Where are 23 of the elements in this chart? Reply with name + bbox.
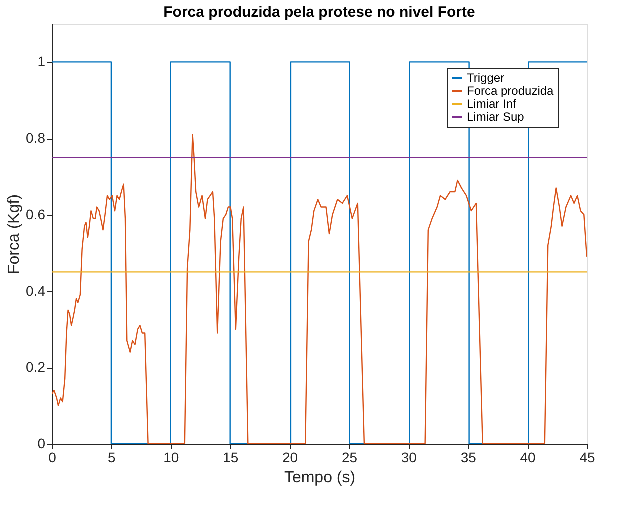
x-axis-title: Tempo (s) (284, 470, 356, 486)
x-tick-label: 35 (460, 450, 477, 466)
x-tick-label: 15 (223, 450, 239, 466)
legend-label: Limiar Inf (467, 97, 518, 111)
chart-title: Forca produzida pela protese no nivel Forte (164, 4, 476, 21)
y-tick-label: 0.6 (26, 206, 46, 222)
x-tick-label: 0 (48, 450, 57, 466)
y-tick-label: 0 (38, 436, 46, 452)
x-tick-label: 20 (282, 450, 298, 466)
x-tick-label: 40 (520, 450, 536, 466)
x-tick-label: 5 (108, 450, 116, 466)
x-tick-label: 45 (580, 450, 596, 466)
y-tick-label: 1 (38, 54, 46, 70)
y-tick-label: 0.2 (26, 359, 46, 376)
x-tick-label: 10 (164, 450, 180, 466)
y-tick-label: 0.4 (26, 282, 46, 299)
legend-label: Trigger (467, 71, 505, 85)
legend-label: Forca produzida (467, 84, 554, 98)
y-axis-title: Forca (Kgf) (6, 194, 24, 275)
x-tick-label: 30 (401, 450, 418, 466)
y-tick-label: 0.8 (26, 130, 46, 146)
x-tick-label: 25 (342, 450, 358, 466)
legend-label: Limiar Sup (467, 110, 525, 124)
